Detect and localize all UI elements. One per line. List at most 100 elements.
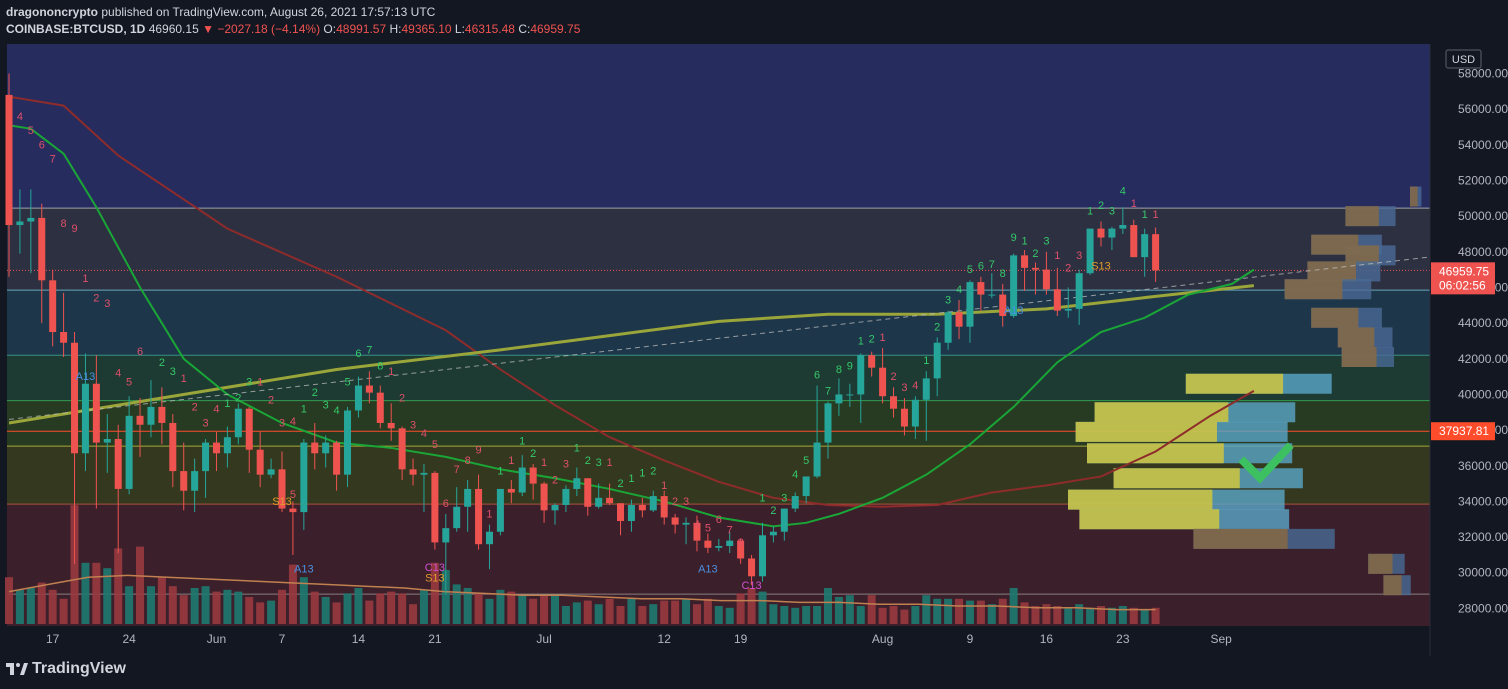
candle-body[interactable] (977, 282, 985, 295)
candle-body[interactable] (715, 545, 723, 548)
candle-body[interactable] (988, 294, 996, 296)
candle-body[interactable] (92, 383, 100, 443)
candle-body[interactable] (911, 399, 919, 427)
candle-body[interactable] (846, 394, 854, 396)
candle-body[interactable] (431, 472, 439, 543)
candle-body[interactable] (311, 442, 319, 454)
candle-body[interactable] (103, 439, 111, 443)
candle-body[interactable] (1119, 225, 1127, 229)
candle-body[interactable] (114, 439, 122, 489)
candle-body[interactable] (212, 442, 220, 454)
candle-body[interactable] (5, 94, 13, 226)
candle-body[interactable] (191, 471, 199, 491)
currency-badge[interactable] (1445, 49, 1482, 69)
candle-body[interactable] (409, 469, 417, 475)
candle-body[interactable] (933, 342, 941, 379)
candle-body[interactable] (944, 312, 952, 343)
candle-body[interactable] (835, 394, 843, 404)
candle-body[interactable] (780, 508, 788, 532)
candle-body[interactable] (922, 378, 930, 400)
candle-body[interactable] (595, 497, 603, 507)
candle-body[interactable] (857, 355, 865, 395)
candle-body[interactable] (606, 497, 614, 504)
candle-body[interactable] (802, 476, 810, 497)
candle-body[interactable] (344, 410, 352, 475)
candle-body[interactable] (147, 406, 155, 425)
candle-body[interactable] (202, 442, 210, 472)
candle-body[interactable] (322, 442, 330, 454)
candle-body[interactable] (890, 396, 898, 409)
candle-body[interactable] (682, 522, 690, 525)
candle-body[interactable] (223, 437, 231, 454)
candle-body[interactable] (1042, 269, 1050, 290)
candle-body[interactable] (1097, 228, 1105, 238)
candle-body[interactable] (485, 531, 493, 545)
candle-body[interactable] (529, 467, 537, 484)
candle-body[interactable] (1053, 289, 1061, 311)
candle-body[interactable] (693, 522, 701, 541)
candle-body[interactable] (769, 531, 777, 536)
candle-body[interactable] (1010, 255, 1018, 316)
candle-body[interactable] (671, 517, 679, 525)
candle-body[interactable] (300, 442, 308, 513)
candle-body[interactable] (879, 367, 887, 397)
candle-body[interactable] (900, 408, 908, 427)
candle-body[interactable] (16, 221, 24, 226)
candle-body[interactable] (49, 280, 57, 333)
candle-body[interactable] (758, 535, 766, 577)
candle-body[interactable] (354, 385, 362, 411)
candle-body[interactable] (573, 478, 581, 489)
candle-body[interactable] (1021, 255, 1029, 268)
candle-body[interactable] (267, 469, 275, 475)
candle-body[interactable] (966, 282, 974, 327)
candle-body[interactable] (1108, 228, 1116, 238)
candle-body[interactable] (551, 504, 559, 511)
candle-body[interactable] (704, 540, 712, 548)
candle-body[interactable] (1141, 234, 1149, 258)
candle-body[interactable] (955, 312, 963, 327)
candle-body[interactable] (365, 385, 373, 393)
candle-body[interactable] (256, 449, 264, 475)
candle-body[interactable] (180, 471, 188, 491)
candle-body[interactable] (453, 506, 461, 529)
candle-body[interactable] (999, 294, 1007, 316)
candle-body[interactable] (737, 540, 745, 559)
candle-body[interactable] (125, 415, 133, 489)
candle-body[interactable] (1031, 267, 1039, 270)
candle-body[interactable] (562, 488, 570, 505)
candle-body[interactable] (540, 483, 548, 511)
candle-body[interactable] (60, 332, 68, 343)
candle-body[interactable] (496, 488, 504, 532)
candle-body[interactable] (420, 472, 428, 475)
candle-body[interactable] (278, 469, 286, 509)
candle-body[interactable] (813, 442, 821, 477)
candle-body[interactable] (660, 496, 668, 518)
candle-body[interactable] (81, 383, 89, 454)
candle-body[interactable] (234, 408, 242, 438)
candle-body[interactable] (627, 504, 635, 522)
candle-body[interactable] (638, 504, 646, 511)
candle-body[interactable] (398, 428, 406, 470)
candle-body[interactable] (27, 217, 35, 222)
candle-body[interactable] (71, 342, 79, 454)
candle-body[interactable] (245, 408, 253, 450)
candle-body[interactable] (333, 442, 341, 475)
candle-body[interactable] (507, 488, 515, 493)
candle-body[interactable] (584, 478, 592, 507)
candle-body[interactable] (791, 496, 799, 509)
candle-body[interactable] (289, 508, 297, 513)
candle-body[interactable] (387, 422, 395, 429)
candle-body[interactable] (38, 217, 46, 281)
price-chart[interactable]: 3456789123456231234123123412345678123455… (0, 44, 1508, 656)
candle-body[interactable] (475, 488, 483, 545)
candle-body[interactable] (376, 392, 384, 423)
candle-body[interactable] (464, 488, 472, 507)
candle-body[interactable] (649, 496, 657, 511)
candle-body[interactable] (158, 406, 166, 423)
candle-body[interactable] (518, 467, 526, 493)
candle-body[interactable] (1152, 234, 1160, 271)
candle-body[interactable] (169, 422, 177, 472)
candle-body[interactable] (1064, 308, 1072, 311)
candle-body[interactable] (824, 403, 832, 443)
candle-body[interactable] (1130, 225, 1138, 258)
